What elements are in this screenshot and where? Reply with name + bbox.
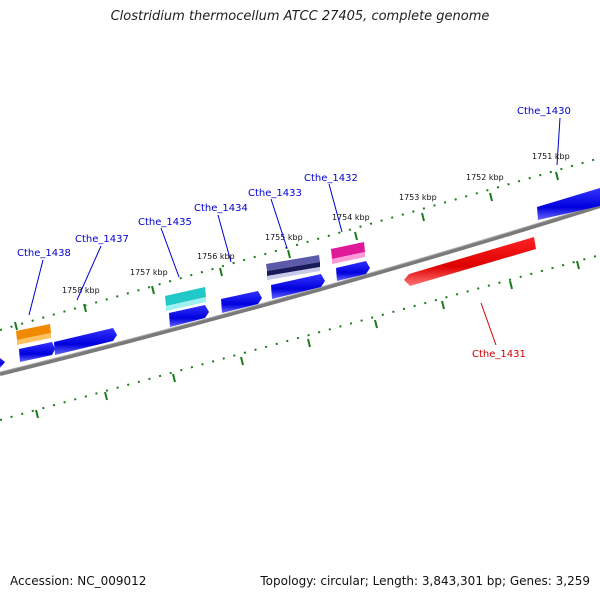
map-title: Clostridium thermocellum ATCC 27405, com… (110, 9, 490, 24)
gene-label-cthe-1434: Cthe_1434 (194, 203, 248, 214)
tick-label-1756: 1756 kbp (197, 252, 235, 261)
inner-major-ticks (35, 260, 580, 419)
cds-forward-blue[interactable] (0, 188, 600, 368)
genome-backbone (0, 203, 600, 376)
cds-cthe-1432[interactable] (331, 242, 365, 264)
gene-label-cthe-1433: Cthe_1433 (248, 188, 302, 199)
topology-text: Topology: circular; Length: 3,843,301 bp… (260, 574, 590, 588)
leader-lines (28, 117, 561, 346)
tick-label-1754: 1754 kbp (332, 213, 370, 222)
outer-major-ticks (14, 171, 559, 331)
tick-label-1751: 1751 kbp (532, 152, 570, 161)
cds-cthe-1435[interactable] (165, 287, 206, 311)
gene-label-cthe-1431: Cthe_1431 (472, 349, 526, 360)
cds-cthe-1438[interactable] (16, 324, 51, 345)
tick-label-1757: 1757 kbp (130, 268, 168, 277)
tick-label-1752: 1752 kbp (466, 173, 504, 182)
gene-label-cthe-1437: Cthe_1437 (75, 234, 129, 245)
gene-label-cthe-1435: Cthe_1435 (138, 217, 192, 228)
accession-text: Accession: NC_009012 (10, 574, 147, 588)
gene-labels: Cthe_1430 Cthe_1432 Cthe_1433 Cthe_1434 … (17, 106, 571, 360)
cds-cthe-1433[interactable] (266, 255, 320, 280)
gene-label-cthe-1430: Cthe_1430 (517, 106, 571, 117)
gene-label-cthe-1432: Cthe_1432 (304, 173, 358, 184)
cds-cthe-1431[interactable] (404, 237, 536, 286)
tick-label-1753: 1753 kbp (399, 193, 437, 202)
inner-tick-track (0, 254, 600, 421)
gene-label-cthe-1438: Cthe_1438 (17, 248, 71, 259)
